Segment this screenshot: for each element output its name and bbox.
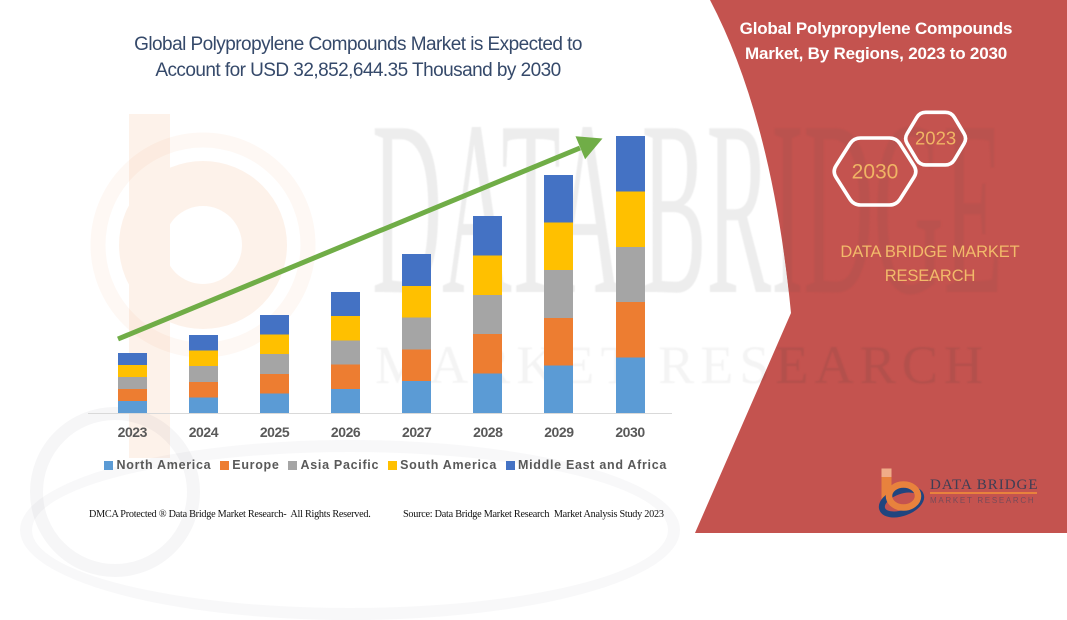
svg-text:2030: 2030 xyxy=(852,161,899,184)
svg-text:2023: 2023 xyxy=(915,128,956,149)
